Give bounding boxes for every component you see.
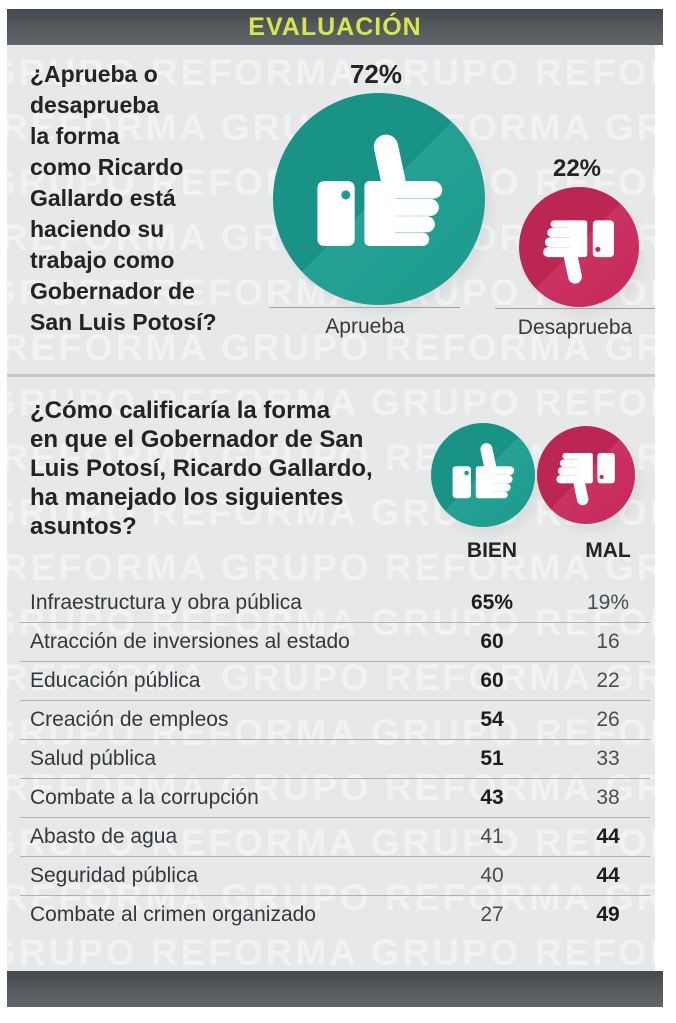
disapprove-label: Desaprueba: [517, 316, 633, 339]
question-2-text: ¿Cómo calificaría la forma en que el Gob…: [30, 397, 373, 540]
bien-value: 60: [480, 630, 504, 653]
approve-label: Aprueba: [325, 315, 405, 338]
bien-value: 65%: [470, 591, 514, 614]
mal-value: 19%: [586, 591, 630, 614]
bien-value: 51: [480, 747, 504, 770]
watermark-row: GRUPO REFORMA GRUPO REFORMA GRUPO REFORM…: [7, 877, 655, 918]
column-header-bien: BIEN: [466, 539, 518, 562]
bien-value: 27: [480, 903, 504, 926]
row-label: Combate al crimen organizado: [30, 903, 316, 926]
row-label: Salud pública: [30, 747, 157, 770]
question-1-text: ¿Aprueba o desaprueba la forma como Rica…: [30, 61, 217, 335]
table-row: Creación de empleos 54 26: [20, 701, 650, 740]
table-row: Atracción de inversiones al estado 60 16: [20, 623, 650, 662]
mal-value: 38: [596, 786, 620, 809]
approve-underline: [270, 307, 460, 308]
watermark-row: GRUPO REFORMA GRUPO REFORMA GRUPO REFORM…: [7, 657, 655, 698]
mal-value: 16: [596, 630, 620, 653]
thumbs-up-glyph-icon: [317, 134, 443, 246]
thumbs-up-small-icon: [431, 423, 535, 527]
watermark-row: GRUPO REFORMA GRUPO REFORMA GRUPO REFORM…: [7, 932, 655, 971]
row-label: Abasto de agua: [30, 825, 178, 848]
bien-value: 60: [480, 669, 504, 692]
table-row: Infraestructura y obra pública 65% 19%: [20, 584, 650, 623]
mal-value: 44: [596, 864, 620, 887]
table-row: Combate al crimen organizado 27 49: [20, 896, 650, 934]
mal-value: 22: [596, 669, 620, 692]
bien-value: 43: [480, 786, 504, 809]
footer-bar: [7, 971, 663, 1007]
table-row: Salud pública 51 33: [20, 740, 650, 779]
thumbs-up-glyph-icon: [452, 443, 515, 499]
watermark-row: GRUPO REFORMA GRUPO REFORMA GRUPO REFORM…: [7, 52, 655, 93]
watermark-row: GRUPO REFORMA GRUPO REFORMA GRUPO REFORM…: [7, 547, 655, 588]
bien-value: 41: [480, 825, 504, 848]
table-row: Abasto de agua 41 44: [20, 818, 650, 857]
bien-value: 40: [480, 864, 504, 887]
mal-value: 44: [596, 825, 620, 848]
watermark-row: GRUPO REFORMA GRUPO REFORMA GRUPO REFORM…: [7, 767, 655, 808]
header-bar: EVALUACIÓN: [7, 9, 663, 45]
row-label: Infraestructura y obra pública: [30, 591, 302, 614]
row-label: Creación de empleos: [30, 708, 229, 731]
mal-value: 26: [596, 708, 620, 731]
thumbs-down-icon: [519, 187, 639, 307]
table-row: Seguridad pública 40 44: [20, 857, 650, 896]
column-header-mal: MAL: [585, 539, 631, 562]
row-label: Seguridad pública: [30, 864, 199, 887]
table-row: Combate a la corrupción 43 38: [20, 779, 650, 818]
table-row: Educación pública 60 22: [20, 662, 650, 701]
thumbs-down-small-icon: [537, 426, 635, 524]
thumbs-down-glyph-icon: [556, 452, 615, 506]
approve-percentage: 72%: [349, 59, 403, 89]
disapprove-underline: [495, 308, 655, 309]
ratings-table: Infraestructura y obra pública 65% 19% A…: [20, 584, 650, 934]
watermark-row: GRUPO REFORMA GRUPO REFORMA GRUPO REFORM…: [7, 382, 655, 423]
mal-value: 33: [596, 747, 620, 770]
section-divider: [7, 374, 655, 377]
watermark-row: GRUPO REFORMA GRUPO REFORMA GRUPO REFORM…: [7, 712, 655, 753]
page-title: EVALUACIÓN: [248, 12, 422, 41]
thumbs-down-glyph-icon: [543, 220, 614, 284]
watermark-row: GRUPO REFORMA GRUPO REFORMA GRUPO REFORM…: [7, 327, 655, 368]
content-area: GRUPO REFORMA GRUPO REFORMA GRUPO REFORM…: [7, 45, 655, 971]
disapprove-percentage: 22%: [552, 155, 602, 182]
row-label: Educación pública: [30, 669, 201, 692]
row-label: Combate a la corrupción: [30, 786, 259, 809]
mal-value: 49: [596, 903, 620, 926]
row-label: Atracción de inversiones al estado: [30, 630, 350, 653]
thumbs-up-icon: [273, 93, 485, 305]
bien-value: 54: [480, 708, 504, 731]
